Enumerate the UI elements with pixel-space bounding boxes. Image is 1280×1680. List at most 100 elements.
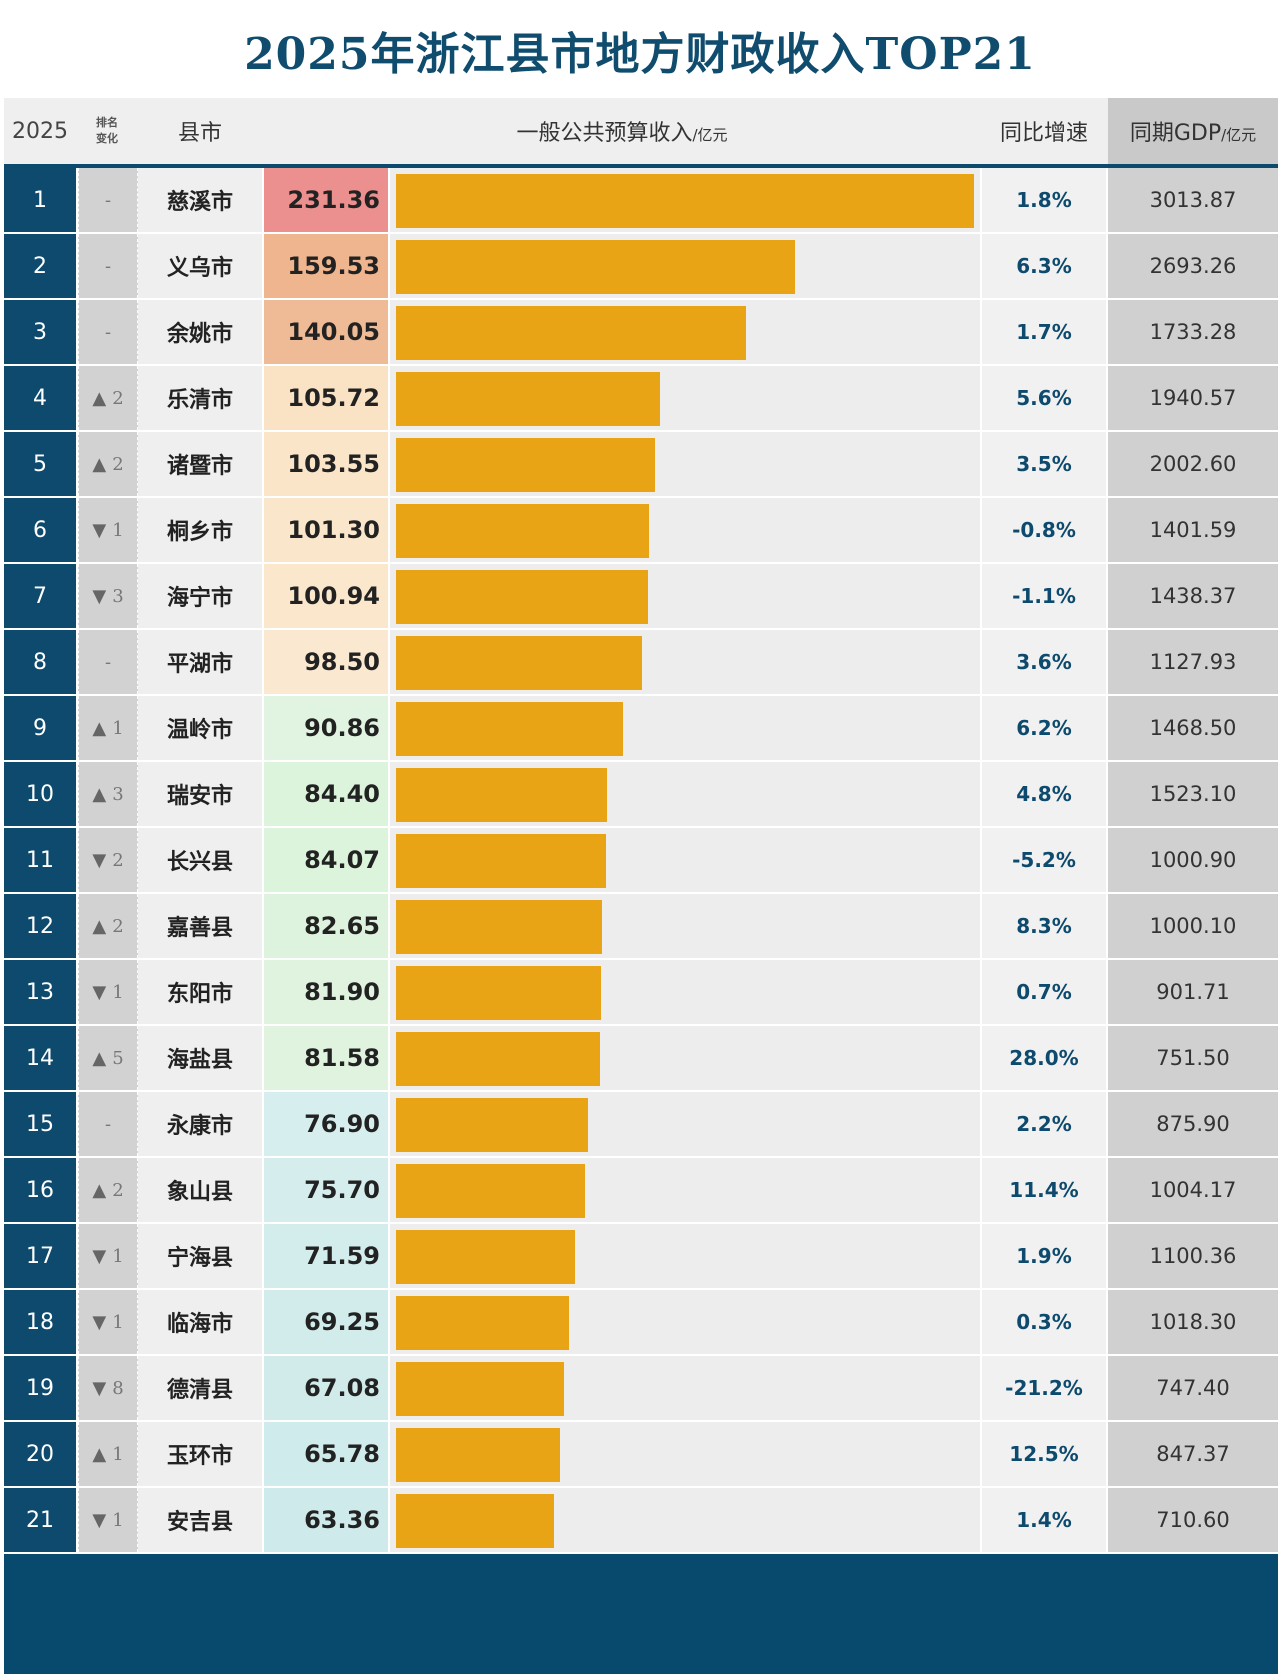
- triangle-down-icon: ▼: [92, 1509, 107, 1531]
- rank-change-value: 3: [112, 783, 124, 805]
- gdp-value: 1468.50: [1108, 696, 1278, 760]
- rank-cell: 10: [4, 762, 76, 826]
- county-name: 安吉县: [138, 1488, 262, 1552]
- rank-cell: 16: [4, 1158, 76, 1222]
- bar-track: [390, 696, 980, 760]
- growth-rate: -1.1%: [982, 564, 1106, 628]
- rank-change-value: -: [104, 1113, 112, 1135]
- growth-rate: 1.7%: [982, 300, 1106, 364]
- gdp-value: 1401.59: [1108, 498, 1278, 562]
- growth-rate: 12.5%: [982, 1422, 1106, 1486]
- rank-change-value: 2: [112, 849, 124, 871]
- revenue-label: 101.30: [264, 498, 388, 562]
- rank-cell: 6: [4, 498, 76, 562]
- rank-change-cell: ▼ 1: [78, 960, 138, 1024]
- rank-cell: 8: [4, 630, 76, 694]
- rank-cell: 2: [4, 234, 76, 298]
- table-row: 18 ▼ 1 临海市 69.25 0.3% 1018.30: [4, 1290, 1278, 1354]
- table-row: 17 ▼ 1 宁海县 71.59 1.9% 1100.36: [4, 1224, 1278, 1288]
- growth-rate: 3.5%: [982, 432, 1106, 496]
- revenue-bar: [396, 1032, 600, 1086]
- bar-track: [390, 168, 980, 232]
- rank-change-cell: ▼ 3: [78, 564, 138, 628]
- bar-track: [390, 630, 980, 694]
- gdp-value: 710.60: [1108, 1488, 1278, 1552]
- revenue-label: 159.53: [264, 234, 388, 298]
- revenue-bar: [396, 306, 746, 360]
- bar-track: [390, 894, 980, 958]
- table-header: 2025 排名 变化 县市 一般公共预算收入/亿元 同比增速 同期GDP/亿元: [4, 98, 1278, 168]
- county-name: 永康市: [138, 1092, 262, 1156]
- bar-track: [390, 498, 980, 562]
- revenue-bar: [396, 438, 655, 492]
- revenue-bar: [396, 636, 642, 690]
- rank-change-cell: ▲ 1: [78, 696, 138, 760]
- revenue-bar: [396, 1230, 575, 1284]
- rank-change-value: 2: [112, 915, 124, 937]
- bar-track: [390, 828, 980, 892]
- triangle-up-icon: ▲: [92, 1443, 107, 1465]
- header-revenue-unit: /亿元: [692, 125, 728, 144]
- revenue-label: 84.07: [264, 828, 388, 892]
- rank-change-cell: ▼ 1: [78, 498, 138, 562]
- rank-change-value: 2: [112, 387, 124, 409]
- rank-change-value: -: [104, 255, 112, 277]
- rank-change-value: 1: [112, 519, 124, 541]
- table-row: 15 - 永康市 76.90 2.2% 875.90: [4, 1092, 1278, 1156]
- revenue-bar: [396, 1164, 585, 1218]
- rank-change-cell: ▼ 1: [78, 1488, 138, 1552]
- county-name: 余姚市: [138, 300, 262, 364]
- gdp-value: 1733.28: [1108, 300, 1278, 364]
- revenue-label: 84.40: [264, 762, 388, 826]
- gdp-value: 1940.57: [1108, 366, 1278, 430]
- gdp-value: 1523.10: [1108, 762, 1278, 826]
- revenue-label: 90.86: [264, 696, 388, 760]
- growth-rate: 11.4%: [982, 1158, 1106, 1222]
- gdp-value: 875.90: [1108, 1092, 1278, 1156]
- rank-change-value: 1: [112, 1509, 124, 1531]
- gdp-value: 751.50: [1108, 1026, 1278, 1090]
- rank-change-cell: -: [78, 630, 138, 694]
- growth-rate: 6.3%: [982, 234, 1106, 298]
- county-name: 临海市: [138, 1290, 262, 1354]
- rank-cell: 14: [4, 1026, 76, 1090]
- header-rank-change-line1: 排名: [96, 116, 118, 129]
- rank-change-cell: ▲ 2: [78, 432, 138, 496]
- header-year: 2025: [12, 118, 68, 144]
- bar-track: [390, 1026, 980, 1090]
- bar-track: [390, 762, 980, 826]
- revenue-bar: [396, 1494, 554, 1548]
- rank-cell: 18: [4, 1290, 76, 1354]
- county-name: 乐清市: [138, 366, 262, 430]
- triangle-up-icon: ▲: [92, 717, 107, 739]
- bar-track: [390, 1158, 980, 1222]
- rank-cell: 15: [4, 1092, 76, 1156]
- revenue-label: 69.25: [264, 1290, 388, 1354]
- county-name: 瑞安市: [138, 762, 262, 826]
- revenue-bar: [396, 768, 607, 822]
- bar-track: [390, 234, 980, 298]
- growth-rate: 5.6%: [982, 366, 1106, 430]
- rank-cell: 4: [4, 366, 76, 430]
- table-row: 1 - 慈溪市 231.36 1.8% 3013.87: [4, 168, 1278, 232]
- gdp-value: 847.37: [1108, 1422, 1278, 1486]
- gdp-value: 1000.90: [1108, 828, 1278, 892]
- growth-rate: 4.8%: [982, 762, 1106, 826]
- header-growth: 同比增速: [999, 121, 1088, 146]
- rank-change-cell: ▲ 2: [78, 894, 138, 958]
- table-row: 13 ▼ 1 东阳市 81.90 0.7% 901.71: [4, 960, 1278, 1024]
- gdp-value: 1127.93: [1108, 630, 1278, 694]
- county-name: 东阳市: [138, 960, 262, 1024]
- revenue-bar: [396, 174, 974, 228]
- revenue-bar: [396, 834, 606, 888]
- revenue-label: 105.72: [264, 366, 388, 430]
- county-name: 象山县: [138, 1158, 262, 1222]
- revenue-bar: [396, 966, 601, 1020]
- growth-rate: 6.2%: [982, 696, 1106, 760]
- table-row: 16 ▲ 2 象山县 75.70 11.4% 1004.17: [4, 1158, 1278, 1222]
- revenue-bar: [396, 1428, 560, 1482]
- revenue-label: 231.36: [264, 168, 388, 232]
- growth-rate: -5.2%: [982, 828, 1106, 892]
- rank-cell: 19: [4, 1356, 76, 1420]
- table-row: 5 ▲ 2 诸暨市 103.55 3.5% 2002.60: [4, 432, 1278, 496]
